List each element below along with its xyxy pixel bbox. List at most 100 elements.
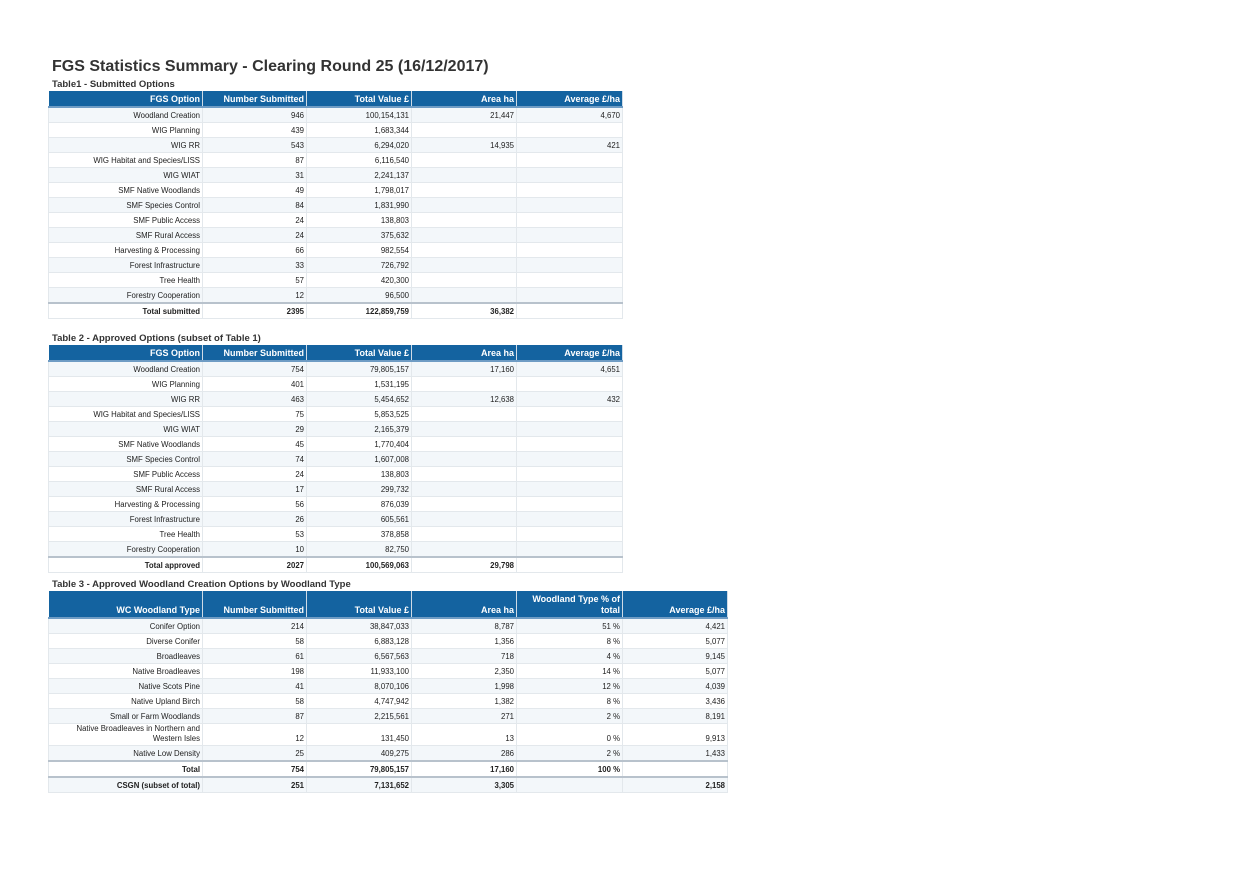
cell-value: 2,158 bbox=[622, 776, 728, 793]
cell-value: 8 % bbox=[516, 693, 623, 709]
row-label: WIG WIAT bbox=[48, 167, 203, 183]
cell-value: 51 % bbox=[516, 617, 623, 634]
cell-value: 36,382 bbox=[411, 302, 517, 319]
cell-value bbox=[516, 302, 623, 319]
table-row: SMF Public Access 24 138,803 bbox=[48, 466, 623, 482]
cell-value: 4,747,942 bbox=[306, 693, 412, 709]
row-label: SMF Rural Access bbox=[48, 481, 203, 497]
cell-value bbox=[411, 451, 517, 467]
cell-value bbox=[411, 376, 517, 392]
table-row: Conifer Option 214 38,847,033 8,787 51 % 4,42… bbox=[48, 617, 728, 634]
table-row: SMF Species Control 74 1,607,008 bbox=[48, 451, 623, 467]
cell-value: 1,433 bbox=[622, 745, 728, 762]
cell-value: 1,683,344 bbox=[306, 122, 412, 138]
cell-value: 17 bbox=[202, 481, 307, 497]
cell-value: 56 bbox=[202, 496, 307, 512]
cell-value bbox=[411, 481, 517, 497]
cell-value: 122,859,759 bbox=[306, 302, 412, 319]
cell-value: 131,450 bbox=[306, 723, 412, 746]
row-label: Tree Health bbox=[48, 272, 203, 288]
row-label: Woodland Creation bbox=[48, 360, 203, 377]
cell-value: 409,275 bbox=[306, 745, 412, 762]
row-label: Conifer Option bbox=[48, 617, 203, 634]
cell-value: 29 bbox=[202, 421, 307, 437]
approved-options-table: FGS Option Number Submitted Total Value £ A… bbox=[48, 345, 623, 573]
cell-value: 25 bbox=[202, 745, 307, 762]
cell-value: 1,770,404 bbox=[306, 436, 412, 452]
cell-value bbox=[411, 421, 517, 437]
row-label: Total approved bbox=[48, 556, 203, 573]
cell-value: 375,632 bbox=[306, 227, 412, 243]
table-row: Native Broadleaves in Northern and Weste… bbox=[48, 723, 728, 746]
cell-value: 11,933,100 bbox=[306, 663, 412, 679]
cell-value: 24 bbox=[202, 212, 307, 228]
cell-value: 286 bbox=[411, 745, 517, 762]
table-row: Diverse Conifer 58 6,883,128 1,356 8 % 5,077 bbox=[48, 633, 728, 649]
cell-value: 57 bbox=[202, 272, 307, 288]
row-label: Small or Farm Woodlands bbox=[48, 708, 203, 724]
cell-value bbox=[516, 182, 623, 198]
cell-value bbox=[411, 212, 517, 228]
header-row: WC Woodland Type Number Submitted Total Va… bbox=[48, 591, 728, 619]
cell-value: 439 bbox=[202, 122, 307, 138]
cell-value: 17,160 bbox=[411, 760, 517, 778]
row-label: WIG Habitat and Species/LISS bbox=[48, 152, 203, 168]
cell-value bbox=[516, 242, 623, 258]
table-row: SMF Native Woodlands 49 1,798,017 bbox=[48, 182, 623, 198]
cell-value: 41 bbox=[202, 678, 307, 694]
cell-value: 1,356 bbox=[411, 633, 517, 649]
row-label: Native Broadleaves in Northern and Weste… bbox=[48, 723, 203, 746]
table-row: Harvesting & Processing 56 876,039 bbox=[48, 496, 623, 512]
cell-value: 5,077 bbox=[622, 633, 728, 649]
cell-value: 12 bbox=[202, 723, 307, 746]
table-row: WIG Planning 439 1,683,344 bbox=[48, 122, 623, 138]
cell-value: 53 bbox=[202, 526, 307, 542]
column-header: Total Value £ bbox=[306, 591, 412, 619]
cell-value bbox=[411, 167, 517, 183]
cell-value bbox=[516, 526, 623, 542]
cell-value: 8 % bbox=[516, 633, 623, 649]
total-row: CSGN (subset of total) 251 7,131,652 3,305 2… bbox=[48, 776, 728, 793]
table-row: Native Scots Pine 41 8,070,106 1,998 12 % 4,0… bbox=[48, 678, 728, 694]
cell-value: 96,500 bbox=[306, 287, 412, 304]
page-title: FGS Statistics Summary - Clearing Round … bbox=[52, 58, 489, 75]
column-header: Total Value £ bbox=[306, 91, 412, 108]
table-row: Small or Farm Woodlands 87 2,215,561 271 2 %… bbox=[48, 708, 728, 724]
cell-value: 251 bbox=[202, 776, 307, 793]
cell-value: 8,787 bbox=[411, 617, 517, 634]
cell-value bbox=[516, 406, 623, 422]
cell-value bbox=[516, 122, 623, 138]
header-row: FGS Option Number Submitted Total Value £ A… bbox=[48, 345, 623, 362]
cell-value: 138,803 bbox=[306, 212, 412, 228]
cell-value bbox=[516, 436, 623, 452]
woodland-type-table: WC Woodland Type Number Submitted Total Va… bbox=[48, 591, 728, 793]
column-header: WC Woodland Type bbox=[48, 591, 203, 619]
total-row: Total approved 2027 100,569,063 29,798 bbox=[48, 556, 623, 573]
cell-value bbox=[411, 182, 517, 198]
row-label: SMF Species Control bbox=[48, 451, 203, 467]
cell-value bbox=[516, 511, 623, 527]
cell-value: 29,798 bbox=[411, 556, 517, 573]
cell-value: 14 % bbox=[516, 663, 623, 679]
cell-value: 38,847,033 bbox=[306, 617, 412, 634]
cell-value: 45 bbox=[202, 436, 307, 452]
cell-value: 9,913 bbox=[622, 723, 728, 746]
cell-value bbox=[516, 272, 623, 288]
cell-value: 543 bbox=[202, 137, 307, 153]
cell-value bbox=[411, 526, 517, 542]
table-row: WIG Habitat and Species/LISS 87 6,116,540 bbox=[48, 152, 623, 168]
cell-value: 378,858 bbox=[306, 526, 412, 542]
column-header: Total Value £ bbox=[306, 345, 412, 362]
cell-value: 6,883,128 bbox=[306, 633, 412, 649]
cell-value: 4 % bbox=[516, 648, 623, 664]
cell-value: 6,567,563 bbox=[306, 648, 412, 664]
row-label: Harvesting & Processing bbox=[48, 242, 203, 258]
table-row: SMF Public Access 24 138,803 bbox=[48, 212, 623, 228]
cell-value: 401 bbox=[202, 376, 307, 392]
column-header: Average £/ha bbox=[622, 591, 728, 619]
row-label: WIG Planning bbox=[48, 122, 203, 138]
row-label: Forestry Cooperation bbox=[48, 287, 203, 304]
column-header: Number Submitted bbox=[202, 345, 307, 362]
cell-value: 49 bbox=[202, 182, 307, 198]
row-label: WIG Habitat and Species/LISS bbox=[48, 406, 203, 422]
